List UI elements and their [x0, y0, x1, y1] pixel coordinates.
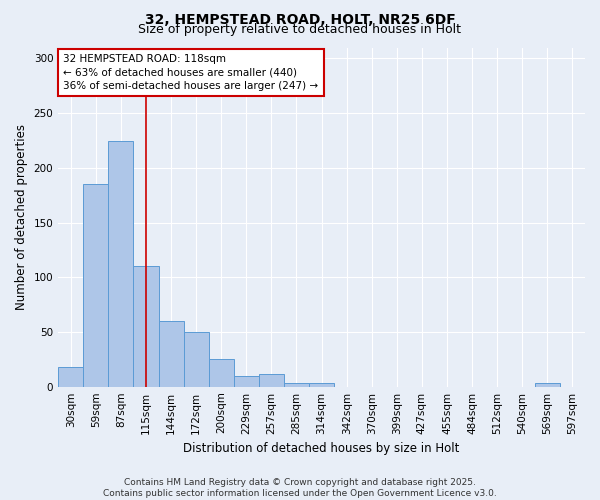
Bar — [133, 266, 158, 386]
Bar — [109, 140, 133, 386]
Text: Contains HM Land Registry data © Crown copyright and database right 2025.
Contai: Contains HM Land Registry data © Crown c… — [103, 478, 497, 498]
Bar — [234, 376, 259, 386]
Text: Size of property relative to detached houses in Holt: Size of property relative to detached ho… — [139, 22, 461, 36]
Bar — [184, 332, 209, 386]
Bar — [158, 321, 184, 386]
Bar — [284, 384, 309, 386]
Text: 32 HEMPSTEAD ROAD: 118sqm
← 63% of detached houses are smaller (440)
36% of semi: 32 HEMPSTEAD ROAD: 118sqm ← 63% of detac… — [64, 54, 319, 90]
Bar — [209, 360, 234, 386]
Bar — [309, 384, 334, 386]
Bar — [58, 367, 83, 386]
Text: 32, HEMPSTEAD ROAD, HOLT, NR25 6DF: 32, HEMPSTEAD ROAD, HOLT, NR25 6DF — [145, 12, 455, 26]
Y-axis label: Number of detached properties: Number of detached properties — [15, 124, 28, 310]
Bar — [535, 384, 560, 386]
Bar — [83, 184, 109, 386]
X-axis label: Distribution of detached houses by size in Holt: Distribution of detached houses by size … — [184, 442, 460, 455]
Bar — [259, 374, 284, 386]
